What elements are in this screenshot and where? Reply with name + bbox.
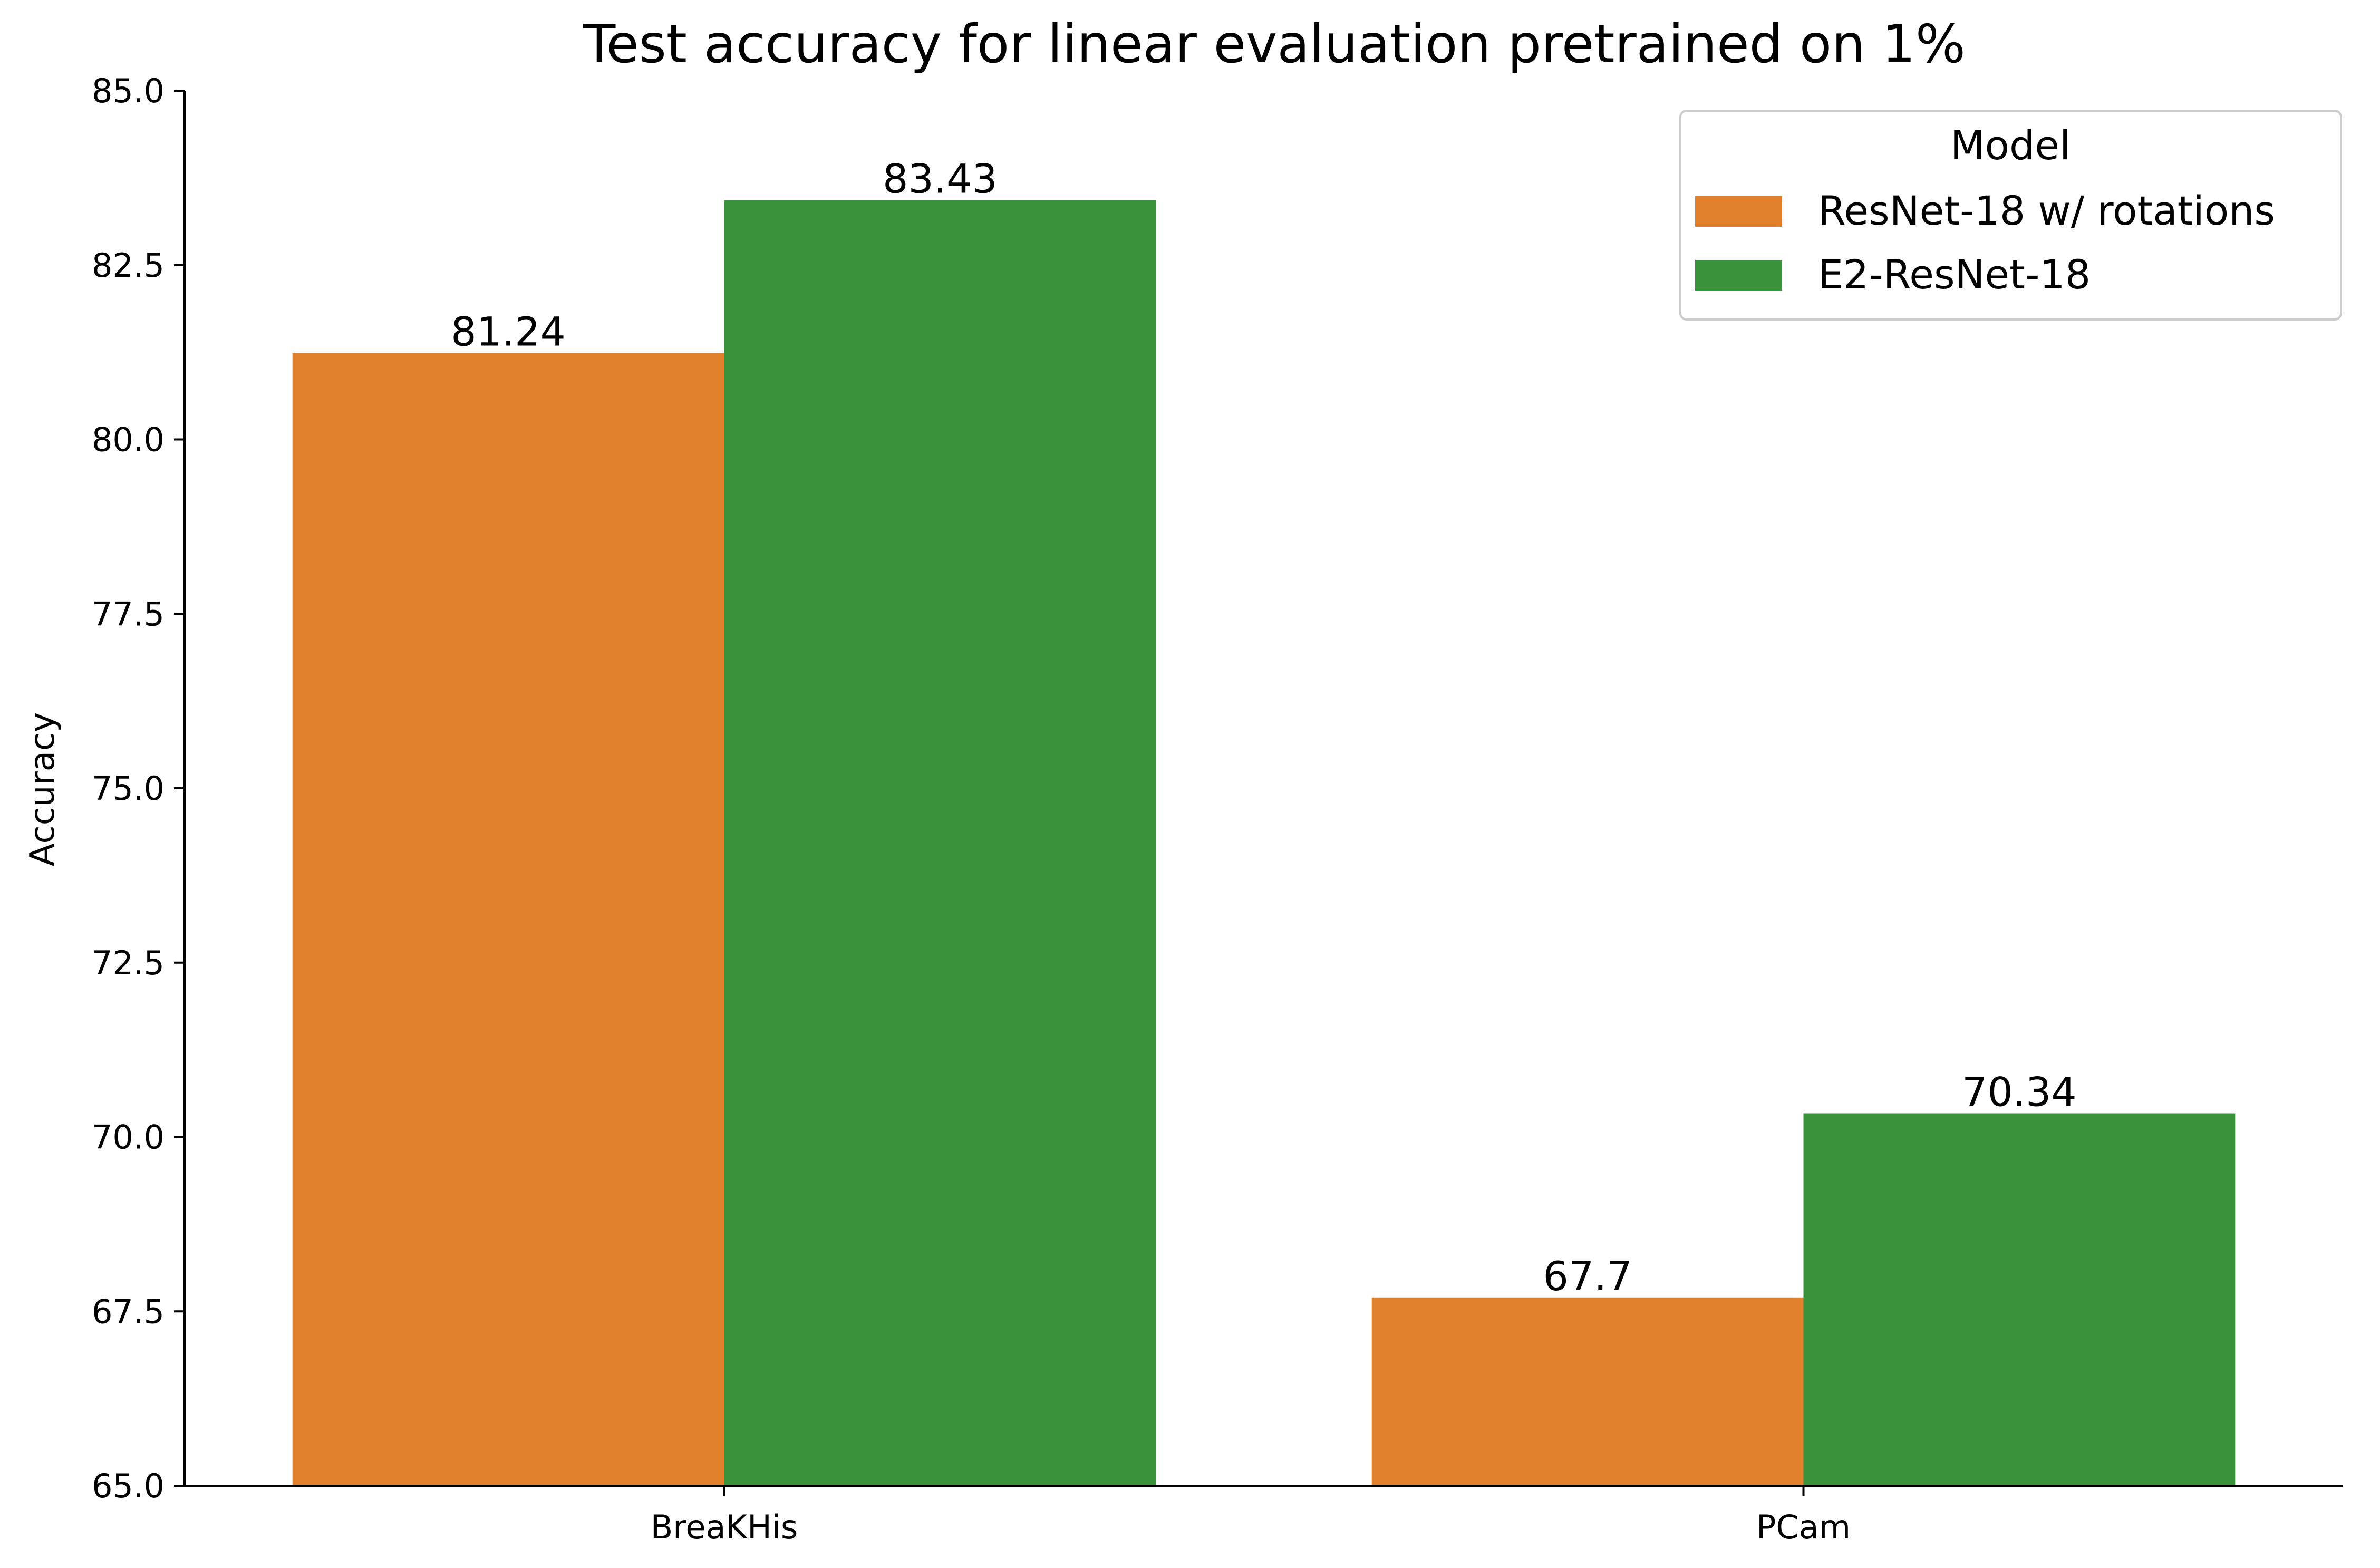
y-axis: 65.0 67.5 70.0 72.5 75.0 77.5 80.0 82.5 85.0	[92, 72, 186, 1505]
bar-value-label: 81.24	[451, 308, 566, 355]
legend-title: Model	[1950, 122, 2071, 169]
bar-labels-layer: 81.24 83.43 67.7 70.34	[451, 156, 2076, 1300]
bar-value-label: 67.7	[1543, 1253, 1632, 1300]
y-tick-label: 82.5	[92, 246, 165, 285]
bar-breakhis-series-1	[724, 200, 1156, 1486]
chart-title: Test accuracy for linear evaluation pret…	[583, 13, 1966, 75]
bar-value-label: 83.43	[883, 156, 998, 202]
legend-swatch	[1695, 260, 1782, 291]
y-axis-label: Accuracy	[23, 712, 62, 866]
legend-frame	[1679, 110, 2342, 321]
y-tick-label: 85.0	[92, 72, 165, 110]
y-tick-label: 80.0	[92, 421, 165, 459]
bar-pcam-series-0	[1371, 1297, 1804, 1486]
bar-value-label: 70.34	[1962, 1069, 2077, 1116]
legend-entries: ResNet-18 w/ rotations E2-ResNet-18	[1695, 187, 2275, 298]
y-tick-label: 65.0	[92, 1467, 165, 1505]
legend-entry-label: E2-ResNet-18	[1818, 251, 2091, 298]
x-tick-label: BreaKHis	[651, 1508, 798, 1546]
y-ticks-layer: 65.0 67.5 70.0 72.5 75.0 77.5 80.0 82.5 85.0	[92, 72, 185, 1505]
y-tick-label: 75.0	[92, 769, 165, 808]
bar-pcam-series-1	[1803, 1113, 2236, 1486]
x-tick-label: PCam	[1756, 1508, 1851, 1546]
y-tick-label: 67.5	[92, 1292, 165, 1331]
y-tick-label: 70.0	[92, 1118, 165, 1157]
bars-layer	[292, 200, 2236, 1486]
x-axis: BreaKHis PCam	[185, 1485, 2343, 1546]
legend-swatch	[1695, 196, 1782, 227]
legend-entry-label: ResNet-18 w/ rotations	[1818, 187, 2275, 234]
y-tick-label: 72.5	[92, 944, 165, 982]
x-ticks-layer: BreaKHis PCam	[651, 1486, 1851, 1546]
y-tick-label: 77.5	[92, 595, 165, 633]
legend: Model ResNet-18 w/ rotations E2-ResNet-18	[1679, 110, 2342, 321]
bar-breakhis-series-0	[292, 353, 724, 1486]
